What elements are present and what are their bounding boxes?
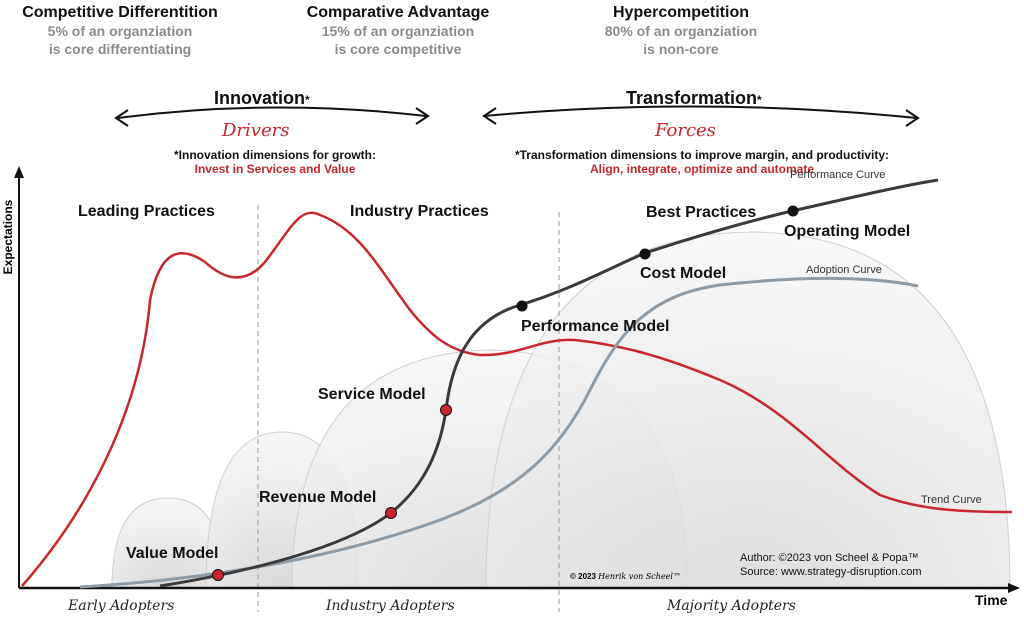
innovation-title-text: Innovation [214,88,305,108]
dome-majority [485,231,1011,589]
performance-curve-label: Performance Curve [790,169,886,181]
credits-author: Author: ©2023 von Scheel & Popa™ [740,552,919,564]
innovation-note: *Innovation dimensions for growth: Inves… [135,148,415,176]
cost-model-label: Cost Model [640,265,727,282]
y-axis-arrow [14,166,24,178]
service-model-dot [440,404,452,416]
header-comparative-advantage: Comparative Advantage 15% of an organzia… [283,4,513,58]
header-title: Hypercompetition [612,4,749,21]
operating-model-label: Operating Model [784,223,911,240]
zone-industry-adopters: Industry Adopters [326,598,455,614]
copyright-stamp: © 2023 Henrik von Scheel™ [570,572,681,581]
innovation-arrow [114,106,430,127]
header-line: is non-core [643,41,719,57]
header-line: 5% of an organziation [47,23,193,39]
best-practices-label: Best Practices [646,204,757,221]
value-model-dot [212,569,224,581]
header-competitive-differentiation: Competitive Differentition 5% of an orga… [0,4,240,58]
innovation-star: * [305,93,310,107]
innovation-note-red: Invest in Services and Value [194,162,356,176]
leading-practices-label: Leading Practices [78,203,215,220]
header-line: is core differentiating [48,41,192,57]
value-model-label: Value Model [126,545,219,562]
header-line: 15% of an organziation [321,23,475,39]
service-model-label: Service Model [318,386,426,403]
innovation-note-text: *Innovation dimensions for growth: [174,148,376,162]
x-axis-arrow [1008,583,1020,593]
transformation-note: *Transformation dimensions to improve ma… [482,148,922,176]
performance-model-dot [516,300,528,312]
transformation-title: Transformation* [626,88,762,109]
transformation-forces-label: Forces [655,120,716,141]
innovation-title: Innovation* [214,88,310,109]
transformation-note-red: Align, integrate, optimize and automate [589,162,815,176]
trend-curve-label: Trend Curve [921,494,982,506]
transformation-star: * [757,93,762,107]
copyright-signature: Henrik von Scheel™ [598,572,681,581]
header-line: is core competitive [334,41,462,57]
x-axis-label: Time [975,592,1008,608]
trend-curve [21,211,1013,587]
header-line: 80% of an organziation [604,23,758,39]
transformation-arrow [482,105,920,127]
header-title: Competitive Differentition [22,4,218,21]
header-title: Comparative Advantage [306,4,490,21]
copyright-year: © 2023 [570,572,596,581]
zone-early-adopters: Early Adopters [68,598,175,614]
y-axis-label: Expectations [1,199,15,275]
cost-model-dot [639,248,651,260]
performance-model-label: Performance Model [521,318,670,335]
transformation-title-text: Transformation [626,88,758,108]
industry-practices-label: Industry Practices [350,203,489,220]
adoption-curve-label: Adoption Curve [806,264,882,276]
operating-model-dot [787,205,799,217]
credits-source: Source: www.strategy-disruption.com [740,566,922,578]
adoption-curve [79,276,919,589]
innovation-drivers-label: Drivers [222,120,290,141]
header-hypercompetition: Hypercompetition 80% of an organziation … [576,4,786,58]
transformation-note-text: *Transformation dimensions to improve ma… [514,148,890,162]
revenue-model-label: Revenue Model [259,489,377,506]
revenue-model-dot [385,507,397,519]
zone-majority-adopters: Majority Adopters [667,598,796,614]
